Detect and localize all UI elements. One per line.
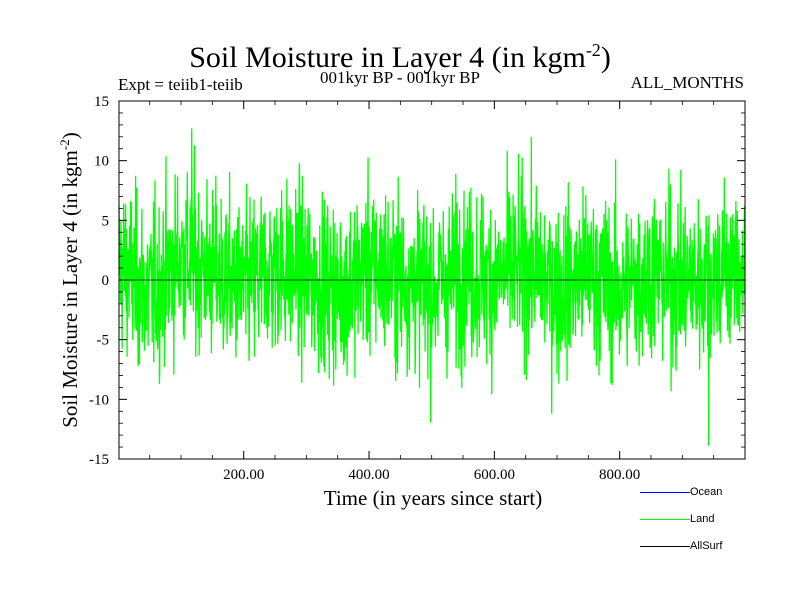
land-series-line bbox=[118, 128, 746, 446]
legend-label-ocean: Ocean bbox=[690, 486, 723, 498]
chart-title: Soil Moisture in Layer 4 (in kgm-2) bbox=[189, 40, 611, 74]
experiment-label: Expt = teiib1-teiib bbox=[118, 75, 243, 94]
x-axis-label: Time (in years since start) bbox=[323, 486, 543, 510]
y-tick-label: 15 bbox=[94, 94, 109, 110]
x-tick-label: 400.00 bbox=[348, 467, 389, 483]
y-tick-label: -10 bbox=[89, 392, 109, 408]
x-tick-label: 200.00 bbox=[223, 467, 264, 483]
legend-label-land: Land bbox=[690, 513, 715, 525]
legend-line-land bbox=[640, 519, 690, 520]
y-tick-label: -15 bbox=[89, 452, 109, 468]
legend-line-allsurf bbox=[640, 546, 690, 547]
x-tick-label: 600.00 bbox=[474, 467, 515, 483]
y-tick-label: 5 bbox=[102, 213, 110, 229]
period-label: 001kyr BP - 001kyr BP bbox=[320, 68, 480, 87]
months-label: ALL_MONTHS bbox=[630, 73, 744, 92]
x-tick-label: 800.00 bbox=[599, 467, 640, 483]
legend-line-ocean bbox=[640, 492, 690, 493]
y-tick-label: 0 bbox=[102, 273, 110, 289]
y-tick-label: 10 bbox=[94, 154, 109, 170]
legend-label-allsurf: AllSurf bbox=[690, 540, 723, 552]
y-tick-label: -5 bbox=[97, 333, 110, 349]
